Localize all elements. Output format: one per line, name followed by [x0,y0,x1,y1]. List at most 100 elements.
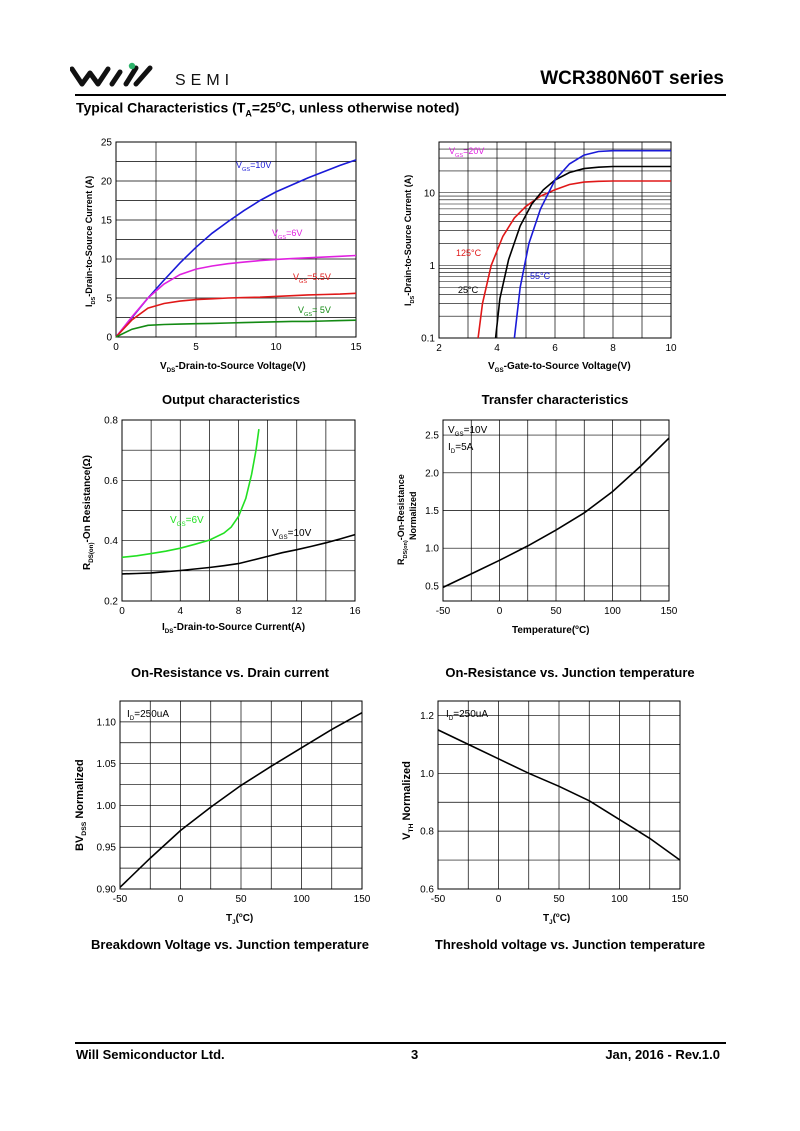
series-label: VGS=10V [236,160,271,173]
label-part: o [239,912,243,919]
x-tick-label: 16 [349,606,361,617]
y-tick-label: 1.5 [425,506,439,517]
label-part: =5A [455,442,473,453]
x-tick-label: 100 [293,894,310,905]
label-part: GS [455,153,463,159]
y-tick-label: 1.05 [97,759,117,770]
label-part: J [232,919,236,926]
label-part: DS [165,628,174,635]
label-part: -Drain-to-Source Current (A) [403,175,413,296]
series-line [513,149,671,339]
label-part: =20V [463,146,484,156]
y-tick-label: 1.2 [420,711,434,722]
label-part: =250uA [453,709,488,720]
x-tick-label: 4 [177,606,183,617]
footer-date-rev: Jan, 2016 - Rev.1.0 [605,1047,720,1062]
label-part: D [451,448,456,455]
series-line [121,533,356,575]
label-part: o [556,912,560,919]
x-axis-label: IDS-Drain-to-Source Current(A) [162,622,305,635]
y-axis-label: VTH Normalized [401,761,415,840]
x-axis-label: TJ(oC) [226,912,253,926]
x-tick-label: 8 [610,343,616,354]
y-tick-label: 0.1 [421,334,435,345]
chart-ron_tj: -50 0 50 100 150 0.5 1.0 1.5 2.0 2.5 VGS=10V ID=5A T… [396,419,678,636]
label-part: o [575,624,579,631]
footer-rule [75,1042,726,1044]
series-label: VGS=5.5V [293,272,331,285]
logo-text: SEMI [175,72,234,89]
label-part: =10V [464,425,488,436]
y-tick-label: 0.95 [97,843,117,854]
label-part: I [162,622,165,633]
label-part: Normalized [401,761,413,823]
label-part: DS [91,296,97,304]
x-tick-label: 8 [236,606,242,617]
label-part: DS(on) [88,542,95,562]
label-part: GS [455,431,464,438]
caption-transfer: Transfer characteristics [481,392,629,407]
label-part: C) [560,913,571,924]
annotation-label: VGS=20V [449,146,484,159]
label-part: I [446,709,449,720]
x-axis-label: Temperature(oC) [512,624,590,636]
label-part: V [170,515,177,526]
y-axis-label: RDS(on)-On Resistance(Ω) [82,455,95,570]
series-line [115,159,357,338]
x-tick-label: 15 [350,342,362,353]
label-part: DS [410,295,416,303]
y-tick-label: 2.0 [425,468,439,479]
label-part: C) [579,625,590,636]
label-part: I [127,709,130,720]
y-axis-label: Normalized [408,491,418,540]
y-tick-label: 1.10 [97,717,117,728]
x-tick-label: 12 [291,606,303,617]
caption-vth-tj: Threshold voltage vs. Junction temperatu… [434,937,706,952]
label-part: =10V [250,160,271,170]
x-tick-label: 50 [553,894,565,905]
section-heading-part: Typical Characteristics (T [76,99,246,116]
y-tick-label: 10 [101,255,113,266]
footer-company: Will Semiconductor Ltd. [76,1047,225,1062]
label-part: V [401,832,413,840]
section-heading-part: C, unless otherwise noted) [281,99,460,116]
x-axis-label: VDS-Drain-to-Source Voltage(V) [160,361,306,374]
label-part: TH [408,823,415,832]
x-tick-label: -50 [436,606,451,617]
caption-ron-tj: On-Resistance vs. Junction temperature [445,665,695,680]
y-tick-label: 0.6 [104,476,118,487]
label-part: GS [279,534,288,541]
label-part: T [226,913,232,924]
x-tick-label: 5 [193,342,199,353]
y-tick-label: 1.0 [420,769,434,780]
chart-bv_tj: -50 0 50 100 150 0.90 0.95 1.00 1.05 1.10 ID=250uA… [74,700,371,926]
series-line [121,428,260,559]
y-tick-label: 20 [101,177,113,188]
y-tick-label: 0.8 [420,827,434,838]
series-label: VGS=6V [272,228,302,241]
y-tick-label: 1.0 [425,544,439,555]
label-part: D [449,715,454,722]
x-tick-label: 100 [604,606,621,617]
x-tick-label: 0 [496,894,502,905]
section-heading-sup: o [275,99,282,109]
series-label: 25°C [458,285,479,295]
logo-mark [70,65,153,87]
label-part: V [272,228,278,238]
label-part: GS [278,235,286,241]
label-part: I [403,303,413,306]
x-tick-label: 0 [119,606,125,617]
label-part: = 5V [312,305,331,315]
label-part: V [160,361,167,372]
label-part: ( [236,913,240,924]
series-label: VGS= 5V [298,305,331,318]
series-line [115,254,357,338]
label-part: V [449,146,455,156]
caption-output: Output characteristics [162,392,300,407]
y-tick-label: 0.5 [425,581,439,592]
label-part: R [396,558,406,565]
annotation-label: ID=5A [448,442,474,455]
label-part: -On Resistance(Ω) [82,455,93,542]
x-tick-label: 2 [436,343,442,354]
label-part: DSS [81,821,88,835]
